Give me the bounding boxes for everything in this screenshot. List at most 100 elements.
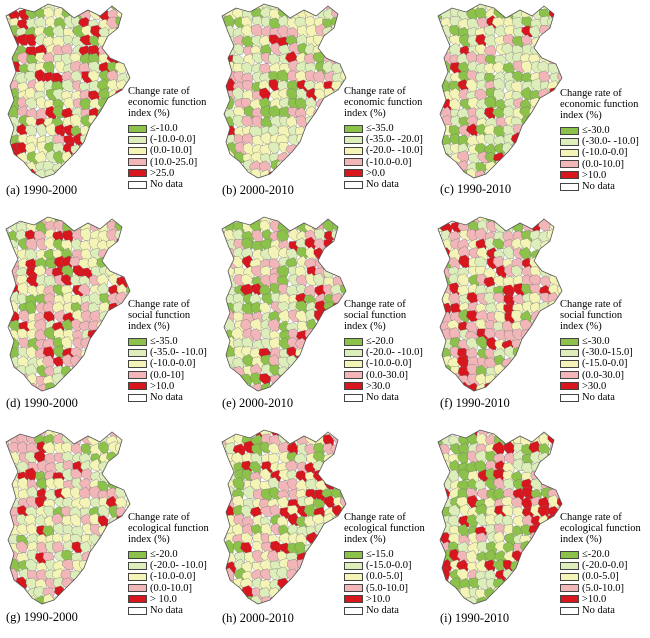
county-region bbox=[492, 61, 506, 74]
county-region bbox=[25, 124, 37, 137]
county-region bbox=[286, 248, 298, 261]
panel-caption: (b) 2000-2010 bbox=[222, 183, 294, 197]
county-region bbox=[493, 77, 506, 92]
legend-item: ≤-30.0 bbox=[560, 336, 633, 347]
legend-label: (0.0-5.0] bbox=[582, 571, 619, 583]
county-region bbox=[25, 300, 37, 315]
legend-swatch bbox=[560, 126, 579, 135]
legend-label: No data bbox=[150, 179, 183, 191]
legend-item: ≤-35.0 bbox=[128, 336, 207, 347]
legend-label: (0.0-10.0] bbox=[150, 145, 192, 157]
county-region bbox=[313, 272, 325, 287]
county-region bbox=[24, 87, 37, 101]
choropleth-map bbox=[221, 3, 347, 179]
legend-swatch bbox=[560, 606, 579, 615]
county-region bbox=[297, 143, 309, 154]
county-region bbox=[45, 382, 58, 391]
legend-title-line: social function bbox=[344, 310, 407, 321]
legend-label: (-20.0- -10.0] bbox=[150, 560, 207, 572]
legend-swatch bbox=[128, 180, 147, 189]
legend-swatch bbox=[344, 382, 363, 391]
county-region bbox=[456, 559, 469, 573]
county-region bbox=[240, 24, 253, 38]
legend-swatch bbox=[128, 135, 147, 144]
county-region bbox=[45, 122, 58, 136]
legend-title-line: Change rate of bbox=[560, 88, 622, 99]
county-region bbox=[16, 142, 28, 154]
county-region bbox=[79, 570, 93, 583]
legend-item: (-35.0- -20.0] bbox=[344, 134, 423, 145]
county-region bbox=[61, 558, 75, 571]
legend-swatch bbox=[128, 371, 147, 380]
legend-label: (-20.0- -10.0] bbox=[366, 347, 423, 359]
legend-label: (0.0-30.0] bbox=[582, 369, 624, 381]
county-region bbox=[26, 549, 40, 564]
county-region bbox=[98, 470, 111, 483]
county-region bbox=[81, 522, 93, 535]
legend-swatch bbox=[344, 393, 363, 402]
legend-swatch bbox=[560, 561, 579, 570]
county-region bbox=[330, 24, 343, 39]
county-region bbox=[241, 62, 253, 75]
county-region bbox=[314, 533, 327, 547]
county-region bbox=[81, 468, 93, 481]
county-region bbox=[520, 238, 532, 251]
county-region bbox=[304, 236, 317, 250]
legend-label: >10.0 bbox=[366, 593, 391, 605]
county-region bbox=[79, 97, 92, 112]
legend-title-line: index (%) bbox=[128, 321, 170, 332]
legend-swatch bbox=[344, 135, 363, 144]
legend-item: (-10.0-0.0] bbox=[128, 571, 209, 582]
county-region bbox=[250, 283, 262, 296]
county-region bbox=[537, 505, 551, 518]
county-region bbox=[60, 274, 73, 286]
county-region bbox=[278, 309, 291, 323]
county-region bbox=[458, 308, 470, 323]
legend-label: (0.0-30.0] bbox=[366, 369, 408, 381]
county-region bbox=[249, 318, 262, 331]
legend-label: (0.0-10.0] bbox=[582, 158, 624, 170]
county-region bbox=[512, 568, 526, 582]
county-region bbox=[80, 443, 93, 457]
choropleth-map bbox=[437, 429, 563, 605]
legend-swatch bbox=[560, 137, 579, 146]
county-region bbox=[305, 246, 317, 260]
legend-item: (-10.0-0.0] bbox=[344, 358, 423, 369]
county-region bbox=[240, 505, 253, 518]
county-region bbox=[512, 458, 525, 471]
legend-item: (-10.0-0.0] bbox=[344, 157, 423, 168]
county-region bbox=[268, 354, 280, 368]
county-region bbox=[16, 586, 29, 599]
county-region bbox=[269, 504, 281, 517]
county-region bbox=[70, 442, 83, 456]
legend-swatch bbox=[560, 348, 579, 357]
legend-item: ≤-35.0 bbox=[344, 123, 423, 134]
county-region bbox=[458, 254, 472, 269]
county-region bbox=[267, 318, 280, 332]
county-region bbox=[42, 441, 56, 455]
legend-swatch bbox=[560, 148, 579, 157]
county-region bbox=[458, 524, 469, 538]
legend-item: No data bbox=[344, 605, 425, 616]
legend-label: >10.0 bbox=[150, 380, 175, 392]
county-region bbox=[449, 34, 461, 47]
county-region bbox=[60, 486, 73, 500]
county-region bbox=[108, 302, 120, 315]
county-region bbox=[529, 531, 542, 544]
legend-swatch bbox=[560, 359, 579, 368]
county-region bbox=[287, 336, 299, 350]
legend-title: Change rate of economic function index (%) bbox=[344, 86, 423, 119]
county-region bbox=[503, 245, 515, 259]
legend-swatch bbox=[128, 337, 147, 346]
panel-caption: (c) 1990-2010 bbox=[440, 182, 512, 196]
choropleth-map bbox=[437, 216, 563, 392]
county-region bbox=[519, 246, 531, 260]
county-region bbox=[259, 274, 272, 287]
map-legend: Change rate of social function index (%) ≤-… bbox=[560, 299, 633, 403]
legend-label: (10.0-25.0] bbox=[150, 156, 198, 168]
county-region bbox=[438, 220, 443, 232]
legend-item: (5.0-10.0] bbox=[560, 583, 641, 594]
county-region bbox=[485, 87, 497, 101]
map-legend: Change rate of ecological function index (… bbox=[344, 512, 425, 616]
legend-swatch bbox=[128, 169, 147, 178]
